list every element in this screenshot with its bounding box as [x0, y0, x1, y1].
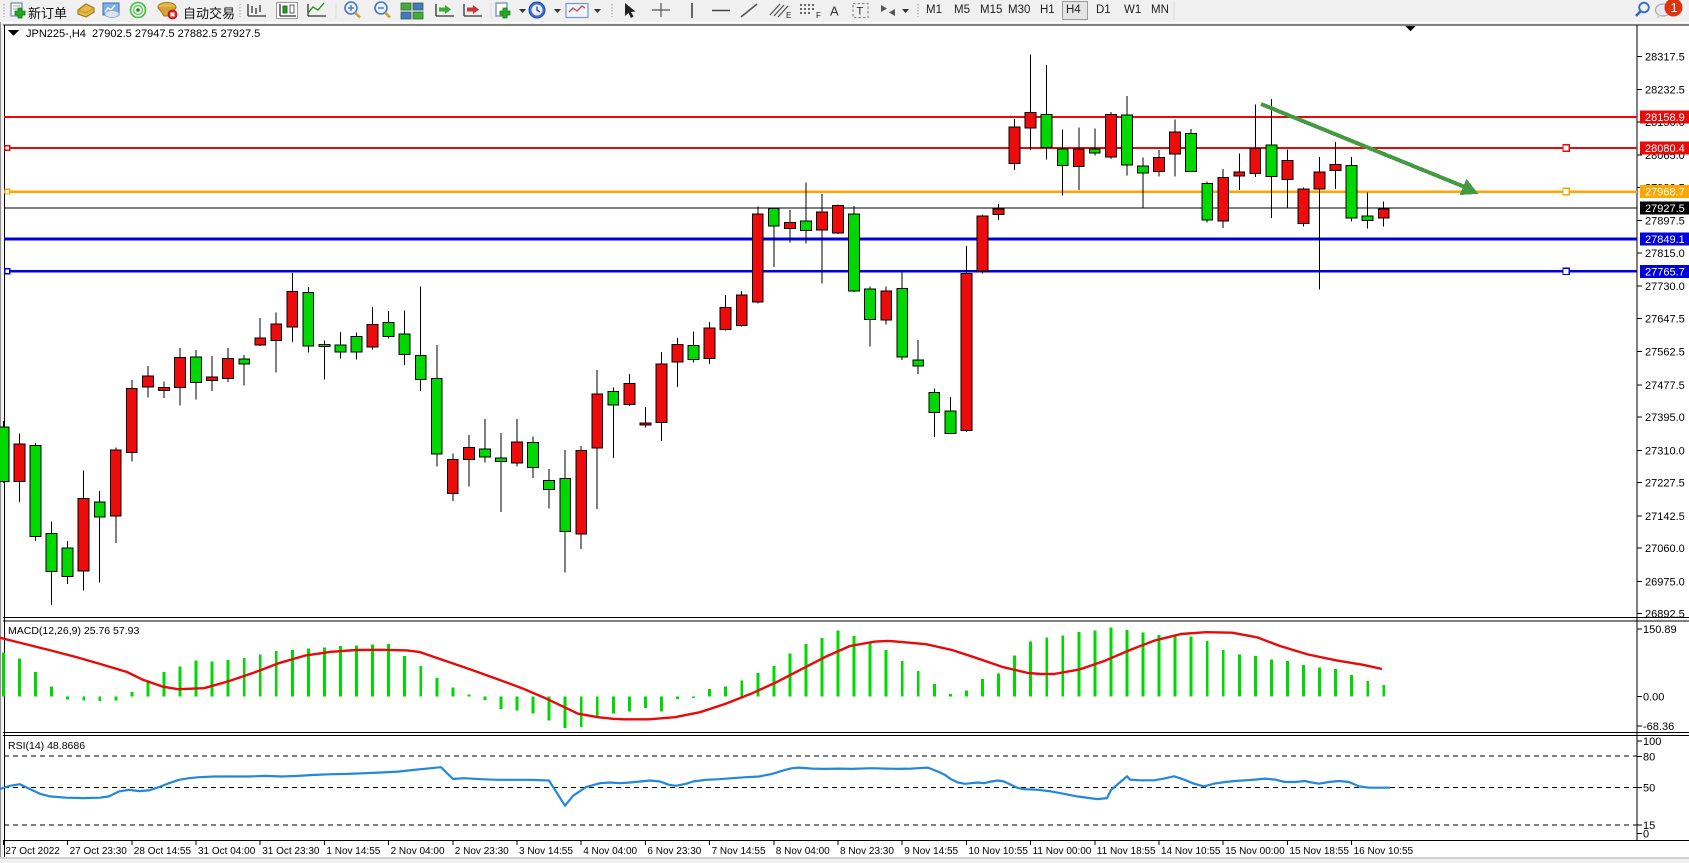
svg-text:2 Nov 23:30: 2 Nov 23:30 — [455, 846, 509, 857]
svg-text:27060.0: 27060.0 — [1645, 543, 1685, 555]
svg-text:6 Nov 23:30: 6 Nov 23:30 — [647, 846, 701, 857]
svg-text:26975.0: 26975.0 — [1645, 576, 1685, 588]
svg-text:27 Oct 23:30: 27 Oct 23:30 — [70, 846, 128, 857]
svg-text:27730.0: 27730.0 — [1645, 281, 1685, 293]
svg-text:27968.7: 27968.7 — [1645, 187, 1685, 199]
svg-text:28080.4: 28080.4 — [1645, 143, 1685, 155]
svg-text:8 Nov 23:30: 8 Nov 23:30 — [840, 846, 894, 857]
svg-text:E: E — [786, 11, 791, 20]
svg-text:150.89: 150.89 — [1643, 624, 1677, 636]
svg-text:31 Oct 04:00: 31 Oct 04:00 — [198, 846, 256, 857]
svg-text:27227.5: 27227.5 — [1645, 478, 1685, 490]
svg-text:15: 15 — [1643, 820, 1655, 832]
svg-text:7 Nov 14:55: 7 Nov 14:55 — [712, 846, 766, 857]
svg-text:27142.5: 27142.5 — [1645, 511, 1685, 523]
svg-text:28232.5: 28232.5 — [1645, 85, 1685, 97]
svg-text:50: 50 — [1643, 783, 1655, 795]
svg-text:27927.5: 27927.5 — [1645, 203, 1685, 215]
svg-text:27310.0: 27310.0 — [1645, 445, 1685, 457]
svg-text:A: A — [830, 4, 839, 19]
svg-text:-68.36: -68.36 — [1643, 721, 1674, 733]
svg-text:9 Nov 14:55: 9 Nov 14:55 — [904, 846, 958, 857]
svg-text:27562.5: 27562.5 — [1645, 347, 1685, 359]
svg-text:15 Nov 00:00: 15 Nov 00:00 — [1225, 846, 1285, 857]
svg-text:F: F — [816, 11, 821, 20]
svg-text:27 Oct 2022: 27 Oct 2022 — [5, 846, 60, 857]
svg-text:0.00: 0.00 — [1643, 692, 1664, 704]
svg-text:2 Nov 04:00: 2 Nov 04:00 — [391, 846, 445, 857]
svg-text:1: 1 — [1671, 0, 1678, 15]
svg-text:27765.7: 27765.7 — [1645, 266, 1685, 278]
svg-text:JPN225-,H4 27902.5 27947.5 27: JPN225-,H4 27902.5 27947.5 27882.5 27927… — [26, 28, 260, 40]
svg-text:11 Nov 18:55: 11 Nov 18:55 — [1097, 846, 1156, 857]
svg-text:8 Nov 04:00: 8 Nov 04:00 — [776, 846, 830, 857]
svg-text:11 Nov 00:00: 11 Nov 00:00 — [1033, 846, 1092, 857]
svg-text:14 Nov 10:55: 14 Nov 10:55 — [1161, 846, 1221, 857]
svg-text:27647.5: 27647.5 — [1645, 313, 1685, 325]
svg-text:1 Nov 14:55: 1 Nov 14:55 — [326, 846, 380, 857]
svg-text:0: 0 — [1643, 829, 1649, 841]
svg-text:28 Oct 14:55: 28 Oct 14:55 — [134, 846, 192, 857]
svg-text:RSI(14) 48.8686: RSI(14) 48.8686 — [8, 740, 85, 752]
svg-text:27815.0: 27815.0 — [1645, 248, 1685, 260]
svg-text:100: 100 — [1643, 736, 1661, 748]
svg-text:26892.5: 26892.5 — [1645, 609, 1685, 621]
svg-text:27395.0: 27395.0 — [1645, 412, 1685, 424]
svg-text:28158.9: 28158.9 — [1645, 112, 1685, 124]
svg-text:4 Nov 04:00: 4 Nov 04:00 — [583, 846, 637, 857]
svg-text:10 Nov 10:55: 10 Nov 10:55 — [968, 846, 1028, 857]
svg-text:27849.1: 27849.1 — [1645, 234, 1685, 246]
svg-text:28317.5: 28317.5 — [1645, 52, 1685, 64]
svg-text:27477.5: 27477.5 — [1645, 380, 1685, 392]
svg-text:80: 80 — [1643, 751, 1655, 763]
svg-text:16 Nov 10:55: 16 Nov 10:55 — [1354, 846, 1414, 857]
svg-text:MACD(12,26,9) 25.76 57.93: MACD(12,26,9) 25.76 57.93 — [8, 625, 139, 637]
svg-text:31 Oct 23:30: 31 Oct 23:30 — [262, 846, 320, 857]
svg-text:T: T — [857, 6, 864, 18]
svg-text:3 Nov 14:55: 3 Nov 14:55 — [519, 846, 573, 857]
svg-text:15 Nov 18:55: 15 Nov 18:55 — [1289, 846, 1349, 857]
svg-text:27897.5: 27897.5 — [1645, 216, 1685, 228]
